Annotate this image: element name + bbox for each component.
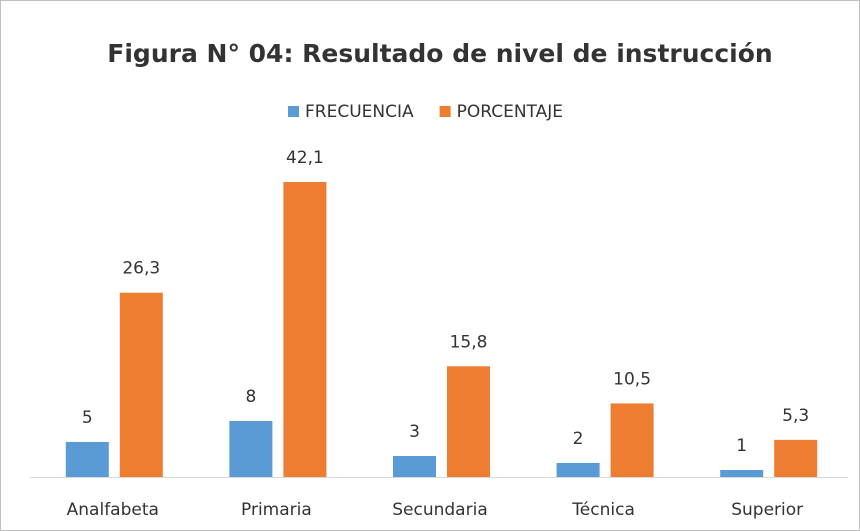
bar xyxy=(610,403,654,477)
x-tick-label: Analfabeta xyxy=(67,500,159,520)
legend-swatch xyxy=(288,106,299,117)
legend-label: PORCENTAJE xyxy=(457,102,563,122)
legend-swatch xyxy=(439,106,451,117)
data-label: 3 xyxy=(409,422,420,442)
bar xyxy=(65,441,109,477)
x-tick-label: Primaria xyxy=(241,500,312,520)
bar xyxy=(229,420,273,477)
data-label: 42,1 xyxy=(286,148,324,168)
bar xyxy=(393,455,436,477)
data-label: 15,8 xyxy=(450,332,488,352)
chart-title: Figura N° 04: Resultado de nivel de inst… xyxy=(107,39,772,68)
data-label: 1 xyxy=(736,436,747,456)
data-label: 2 xyxy=(573,429,584,449)
x-tick-label: Técnica xyxy=(571,500,635,520)
bar xyxy=(447,366,490,477)
data-label: 10,5 xyxy=(613,369,651,389)
bar xyxy=(283,182,327,477)
x-tick-label: Superior xyxy=(731,500,803,520)
data-label: 8 xyxy=(245,387,256,407)
bar xyxy=(119,292,163,477)
data-label: 5 xyxy=(82,408,93,428)
legend-label: FRECUENCIA xyxy=(305,102,414,122)
data-label: 26,3 xyxy=(122,259,160,279)
bar xyxy=(774,439,818,477)
data-label: 5,3 xyxy=(782,406,809,426)
x-tick-label: Secundaria xyxy=(392,500,487,520)
bar xyxy=(720,469,764,477)
bar xyxy=(556,462,600,477)
